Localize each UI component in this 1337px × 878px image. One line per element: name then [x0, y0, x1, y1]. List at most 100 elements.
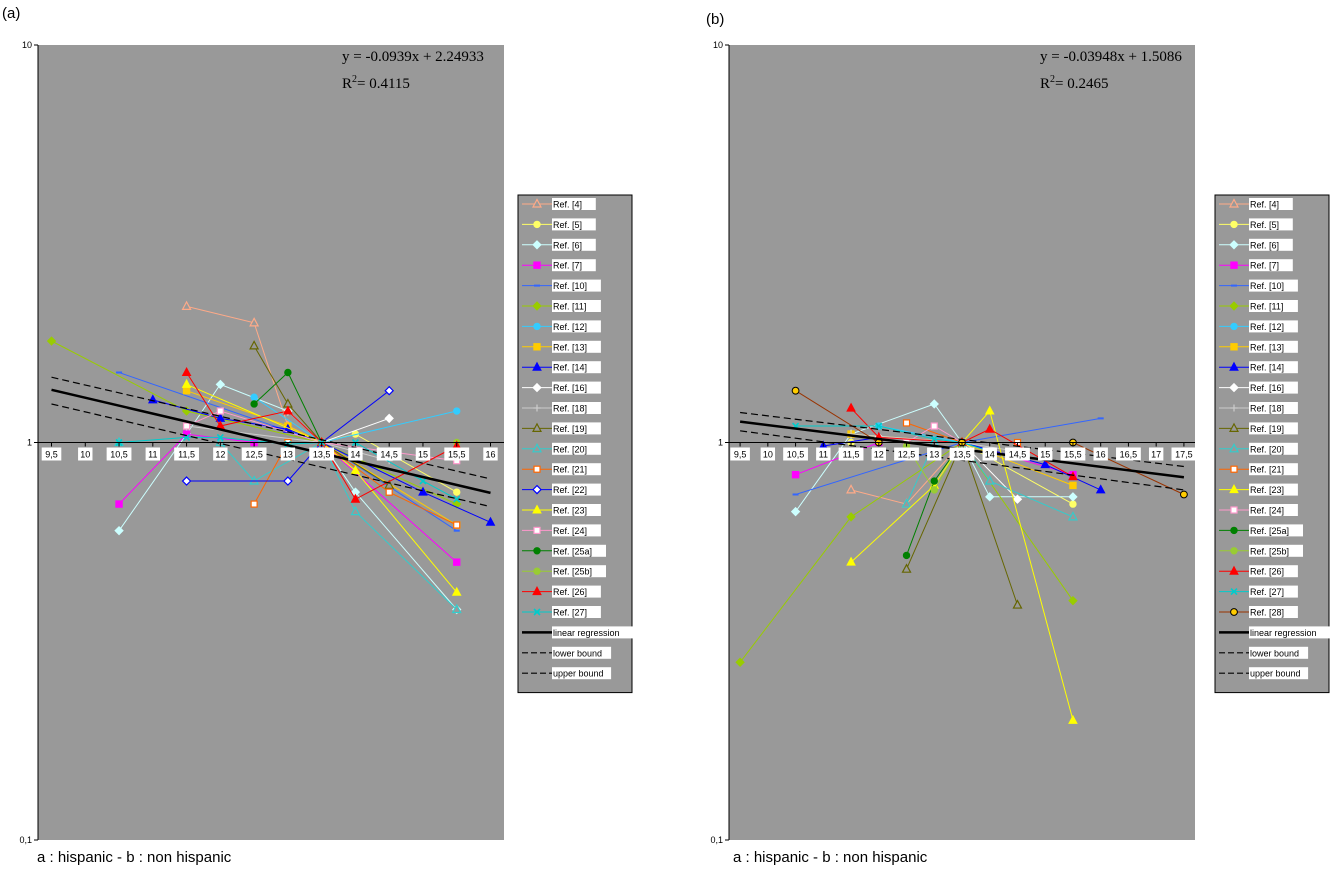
panel-a-legend-entry: Ref. [24] [522, 524, 601, 537]
panel-b-legend-label: Ref. [18] [1250, 404, 1284, 414]
panel-a-point-ref-23 [181, 378, 192, 388]
panel-a-legend-marker [532, 198, 542, 208]
panel-a-legend-entry: Ref. [27] [522, 606, 601, 618]
panel-a-x-tick-bg [348, 447, 363, 461]
panel-b-line-upper-bound [740, 411, 1184, 468]
panel-b-legend-entry: Ref. [27] [1219, 585, 1298, 598]
panel-b-point-ref-6 [985, 492, 995, 502]
panel-b-point-ref-27 [930, 435, 938, 443]
panel-b-x-tick: 10 [760, 442, 776, 461]
panel-b-x-tick-label: 15,5 [1064, 450, 1082, 460]
panel-a-legend-label: Ref. [23] [553, 506, 587, 516]
panel-a-legend-marker [533, 322, 541, 331]
panel-a-legend-label-bg [552, 565, 606, 578]
panel-b-x-tick-label: 17,5 [1175, 450, 1193, 460]
panel-b-x-tick-label: 15 [1040, 450, 1050, 460]
panel-a-point-ref-6 [215, 379, 226, 390]
panel-a-x-tick: 14,5 [376, 442, 402, 461]
panel-a-line-ref-16 [321, 417, 390, 443]
panel-b-legend-entry: Ref. [7] [1219, 259, 1293, 272]
panel-a-point-ref-6 [114, 525, 124, 536]
panel-a-legend-entry: upper bound [522, 667, 612, 680]
panel-b-legend-label-bg [1249, 320, 1298, 333]
panel-a-point-ref-11 [46, 336, 57, 346]
panel-b-legend-label-bg [1249, 626, 1337, 639]
panel-b-legend-entry: Ref. [14] [1219, 361, 1298, 374]
panel-a-x-tick: 15 [415, 442, 431, 461]
panel-a-legend-entry: Ref. [18] [522, 402, 601, 414]
panel-b-y-tick-label: 1 [718, 438, 723, 448]
panel-a-legend-marker [533, 261, 541, 269]
panel-a-legend-label: Ref. [14] [553, 363, 587, 373]
panel-b-legend-entry: Ref. [23] [1219, 483, 1298, 496]
panel-a-legend-label: Ref. [24] [553, 526, 587, 536]
panel-a-x-tick-bg [280, 447, 296, 461]
panel-a-x-tick-label: 11,5 [178, 450, 195, 460]
panel-b-legend-label: Ref. [5] [1250, 220, 1279, 230]
panel-a-point-ref-24 [216, 407, 224, 415]
panel-a-x-tick-label: 13,5 [313, 450, 331, 460]
panel-b-legend-label: Ref. [21] [1250, 465, 1284, 475]
panel-a-legend-label: upper bound [553, 669, 604, 679]
panel-b-point-ref-23 [846, 556, 856, 566]
panel-a-x-tick: 12,5 [241, 442, 267, 461]
panel-b-x-tick-bg [730, 447, 750, 461]
panel-b-legend-label: lower bound [1250, 648, 1299, 658]
panel-a-legend-label: Ref. [26] [553, 587, 587, 597]
panel-b-legend-label: Ref. [25b] [1250, 546, 1289, 556]
panel-b-point-ref-20 [1067, 511, 1078, 521]
panel-b-legend-label-bg [1249, 402, 1298, 414]
panel-b-legend-label: Ref. [13] [1250, 342, 1284, 352]
panel-a-point-ref-5 [453, 488, 461, 496]
panel-b-point-ref-23 [1068, 714, 1078, 724]
panel-b-x-tick-bg [871, 447, 886, 461]
panel-b-legend-label: Ref. [12] [1250, 322, 1284, 332]
panel-b-label: (b) [706, 11, 724, 28]
panel-b-legend-label-bg [1249, 381, 1298, 394]
panel-b-legend-label-bg [1249, 279, 1298, 292]
panel-a-x-tick-label: 13 [283, 450, 293, 460]
panel-a-point-ref-26 [350, 493, 361, 503]
panel-a-legend-label: lower bound [553, 648, 602, 658]
panel-b-caption: a : hispanic - b : non hispanic [733, 849, 928, 866]
panel-a-point-ref-25a [250, 400, 258, 408]
panel-a-point-ref-22 [181, 476, 192, 486]
panel-b-legend-marker [1230, 465, 1238, 473]
panel-a-legend-marker [532, 586, 542, 596]
panel-a-line-ref-22 [186, 390, 390, 482]
panel-a-legend-entry: Ref. [16] [522, 381, 601, 394]
panel-b-point-ref-25a [902, 551, 911, 560]
panel-b-legend-marker [1229, 301, 1239, 311]
panel-b-x-tick-bg [1116, 447, 1141, 461]
panel-b-point-ref-26 [984, 423, 995, 433]
panel-b-legend-label: Ref. [28] [1250, 608, 1284, 618]
panel-a-legend-entry: Ref. [6] [522, 238, 596, 251]
panel-a-legend-label-bg [552, 422, 601, 435]
panel-a-legend-label-bg [552, 218, 596, 231]
panel-b-x-tick: 15,5 [1060, 442, 1086, 461]
panel-a-x-tick: 16 [483, 442, 498, 461]
panel-b-point-ref-11 [846, 512, 856, 522]
panel-b-legend-label: Ref. [14] [1250, 363, 1284, 373]
panel-a-x-tick-bg [174, 447, 199, 461]
panel-a-legend-marker [533, 567, 541, 575]
panel-b-legend-label: Ref. [27] [1250, 587, 1284, 597]
panel-a-legend-label-bg [552, 279, 601, 292]
panel-a-legend-entry: Ref. [22] [522, 483, 601, 496]
panel-a-line-ref-14 [152, 399, 491, 523]
panel-b-x-tick: 12 [871, 442, 886, 461]
panel-a-point-ref-13 [182, 386, 191, 395]
panel-b-x-tick: 11,5 [838, 442, 864, 461]
panel-b-equation: y = -0.03948x + 1.5086 [1040, 49, 1182, 65]
panel-b-legend-entry: Ref. [25a] [1219, 524, 1303, 537]
panel-a-legend-label: Ref. [19] [553, 424, 587, 434]
panel-a-point-ref-7 [115, 500, 123, 508]
panel-a-legend-entry: linear regression [522, 626, 642, 639]
panel-a-x-tick: 10,5 [106, 442, 132, 461]
panel-a-x-tick: 15,5 [444, 442, 470, 461]
panel-a-tick-layer: 10 1 0,1 9,5 10 10,5 11 11,5 12 12,5 13 13,5 14 14,5 1… [19, 40, 504, 845]
panel-b-legend-label: Ref. [24] [1250, 506, 1284, 516]
panel-a-point-ref-20 [249, 475, 260, 485]
panel-b-legend-entry: Ref. [19] [1219, 422, 1298, 435]
panel-a-point-ref-12 [453, 407, 461, 415]
